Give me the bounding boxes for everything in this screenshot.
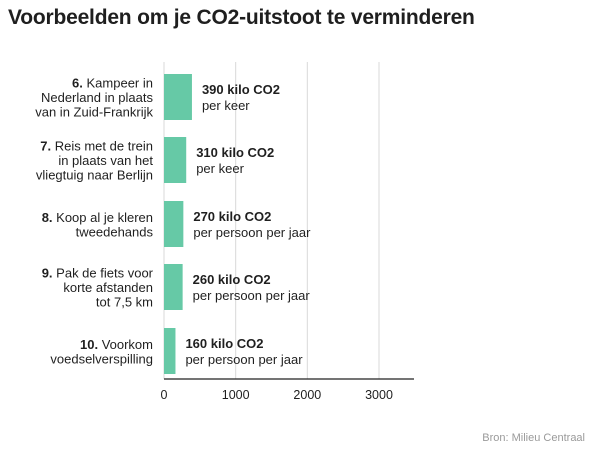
x-tick-label: 0 [161, 388, 168, 402]
unit-label: per persoon per jaar [193, 225, 311, 240]
bar [164, 328, 176, 374]
category-label: 7. Reis met de trein in plaats van het vli… [36, 139, 153, 183]
category-label-line: 7. Reis met de trein [40, 139, 153, 154]
category-label-line: van in Zuid-Frankrijk [35, 105, 153, 120]
category-label-line: in plaats van het [58, 153, 153, 168]
value-label: 160 kilo CO2 [185, 336, 263, 351]
unit-label: per keer [202, 98, 250, 113]
category-label-line: vliegtuig naar Berlijn [36, 168, 153, 183]
x-tick-label: 3000 [365, 388, 393, 402]
bars [164, 74, 192, 374]
category-label-line: tot 7,5 km [96, 295, 153, 310]
value-label: 270 kilo CO2 [193, 209, 271, 224]
category-number: 9. [42, 266, 56, 281]
bar [164, 264, 183, 310]
category-label: 8. Koop al je kleren tweedehands [42, 210, 154, 240]
category-number: 8. [42, 210, 56, 225]
category-label-line: 8. Koop al je kleren [42, 210, 153, 225]
category-label: 10. Voorkom voedselverspilling [50, 337, 153, 367]
x-axis: 0 1000 2000 3000 [161, 378, 414, 402]
value-label: 260 kilo CO2 [193, 272, 271, 287]
x-tick-label: 1000 [222, 388, 250, 402]
x-tick-label: 2000 [293, 388, 321, 402]
category-label-line: tweedehands [76, 224, 154, 239]
category-label-line: 10. Voorkom [80, 337, 153, 352]
bar [164, 137, 187, 183]
category-label: 9. Pak de fiets voor korte afstanden tot 7… [42, 266, 154, 310]
category-label-line: 9. Pak de fiets voor [42, 266, 154, 281]
category-number: 6. [72, 76, 86, 91]
category-label-line: voedselverspilling [50, 351, 153, 366]
source-note: Bron: Milieu Centraal [482, 432, 585, 444]
chart-title: Voorbeelden om je CO2-uitstoot te vermin… [8, 6, 475, 29]
category-label: 6. Kampeer in Nederland in plaats van in Z… [35, 76, 153, 120]
bar [164, 74, 192, 120]
unit-label: per keer [196, 161, 244, 176]
category-number: 10. [80, 337, 102, 352]
value-label: 390 kilo CO2 [202, 82, 280, 97]
value-label: 310 kilo CO2 [196, 145, 274, 160]
bar [164, 201, 184, 247]
category-labels: 6. Kampeer in Nederland in plaats van in Z… [35, 76, 153, 367]
category-label-line: 6. Kampeer in [72, 76, 153, 91]
category-label-line: korte afstanden [63, 280, 153, 295]
unit-label: per persoon per jaar [193, 288, 311, 303]
unit-label: per persoon per jaar [185, 352, 303, 367]
category-number: 7. [40, 139, 54, 154]
category-label-line: Nederland in plaats [41, 90, 154, 105]
